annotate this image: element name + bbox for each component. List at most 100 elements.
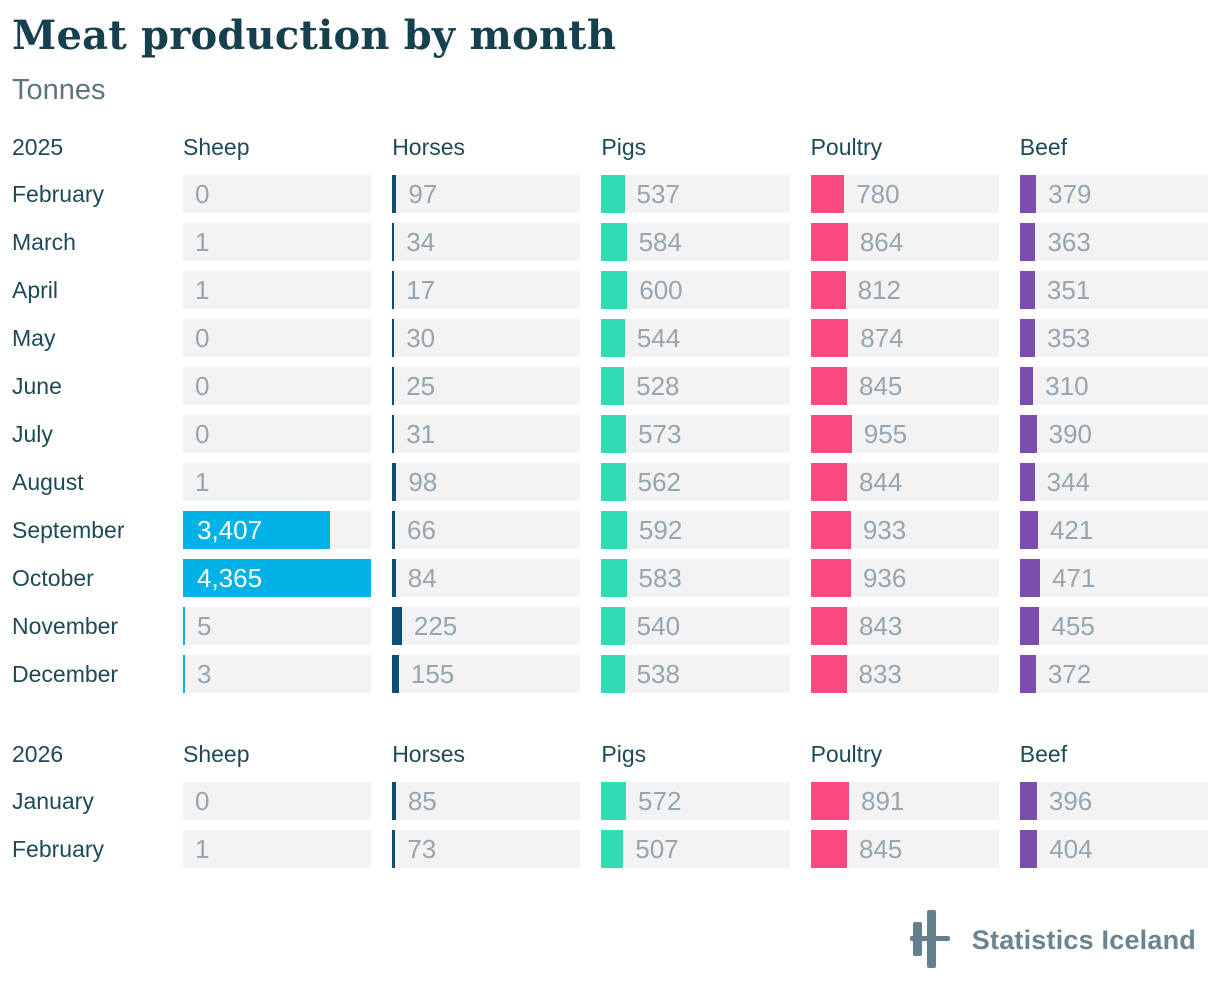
bar-value: 562 bbox=[637, 467, 681, 497]
bar-horses bbox=[392, 319, 395, 357]
bar-value: 84 bbox=[407, 563, 437, 593]
bar-track-beef: 404 bbox=[1019, 830, 1208, 868]
bar-value: 98 bbox=[408, 467, 438, 497]
bar-track-poultry: 891 bbox=[810, 782, 999, 820]
bar-value: 66 bbox=[407, 515, 436, 545]
bar-track-pigs: 562 bbox=[601, 463, 790, 501]
month-label: July bbox=[12, 420, 53, 447]
bar-track-poultry: 845 bbox=[810, 367, 999, 405]
bar-track-sheep: 3 bbox=[183, 655, 372, 693]
bar-value: 891 bbox=[861, 786, 905, 816]
bar-track-beef: 390 bbox=[1019, 415, 1208, 453]
bar-horses bbox=[392, 223, 395, 261]
bar-value: 34 bbox=[406, 227, 436, 257]
bar-value: 25 bbox=[406, 371, 436, 401]
bar-value: 844 bbox=[858, 467, 903, 497]
month-label: November bbox=[12, 612, 119, 639]
chart-section-2026: 2026 Sheep Horses Pigs Poultry Beef January 0 85… bbox=[12, 739, 1208, 868]
bar-track-sheep: 1 bbox=[183, 223, 372, 261]
bar-poultry bbox=[810, 271, 846, 309]
bar-poultry bbox=[810, 319, 849, 357]
bar-horses bbox=[392, 463, 397, 501]
bar-track-beef: 471 bbox=[1019, 559, 1208, 597]
bar-track-pigs: 573 bbox=[601, 415, 790, 453]
bar-value: 390 bbox=[1048, 419, 1092, 449]
bar-value: 1 bbox=[195, 834, 210, 864]
column-header-pigs: Pigs bbox=[601, 741, 647, 767]
bar-track-pigs: 538 bbox=[601, 655, 790, 693]
bar-value: 225 bbox=[413, 611, 458, 641]
bar-pigs bbox=[601, 607, 625, 645]
bar-value: 584 bbox=[638, 227, 682, 257]
bar-horses bbox=[392, 271, 395, 309]
month-label: August bbox=[12, 468, 84, 495]
bar-beef bbox=[1019, 511, 1038, 549]
bar-pigs bbox=[601, 319, 625, 357]
bar-horses bbox=[392, 415, 395, 453]
bar-value: 573 bbox=[638, 419, 682, 449]
bar-horses bbox=[392, 655, 399, 693]
bar-track-horses: 85 bbox=[392, 782, 581, 820]
bar-track-beef: 353 bbox=[1019, 319, 1208, 357]
bar-track-sheep: 1 bbox=[183, 271, 372, 309]
bar-pigs bbox=[601, 175, 625, 213]
bar-track-pigs: 540 bbox=[601, 607, 790, 645]
bar-value: 845 bbox=[859, 371, 903, 401]
bar-track-poultry: 780 bbox=[810, 175, 999, 213]
month-label: March bbox=[12, 228, 76, 255]
bar-poultry bbox=[810, 559, 851, 597]
bar-poultry bbox=[810, 511, 851, 549]
bar-track-horses: 155 bbox=[392, 655, 581, 693]
column-header-sheep: Sheep bbox=[183, 741, 250, 767]
month-label: January bbox=[12, 787, 94, 814]
bar-value: 1 bbox=[195, 467, 210, 497]
bar-track-poultry: 812 bbox=[810, 271, 999, 309]
bar-value: 845 bbox=[859, 834, 903, 864]
bar-value: 30 bbox=[406, 323, 436, 353]
column-header-sheep: Sheep bbox=[183, 134, 250, 160]
bar-sheep bbox=[183, 607, 185, 645]
bar-horses bbox=[392, 175, 397, 213]
bar-beef bbox=[1019, 223, 1036, 261]
bar-track-horses: 73 bbox=[392, 830, 581, 868]
bar-horses bbox=[392, 830, 396, 868]
bar-value: 353 bbox=[1047, 323, 1091, 353]
bar-poultry bbox=[810, 782, 849, 820]
bar-value: 85 bbox=[407, 786, 437, 816]
bar-sheep bbox=[183, 559, 372, 597]
bar-value: 3 bbox=[197, 659, 212, 689]
bar-track-sheep: 1 bbox=[183, 463, 372, 501]
year-label: 2026 bbox=[12, 741, 64, 767]
bar-track-poultry: 955 bbox=[810, 415, 999, 453]
bar-beef bbox=[1019, 319, 1036, 357]
bar-beef bbox=[1019, 415, 1037, 453]
bar-poultry bbox=[810, 415, 852, 453]
bar-track-poultry: 843 bbox=[810, 607, 999, 645]
bar-pigs bbox=[601, 223, 627, 261]
bar-value: 955 bbox=[863, 419, 908, 449]
bar-track-pigs: 528 bbox=[601, 367, 790, 405]
bar-poultry bbox=[810, 655, 847, 693]
bar-track-sheep: 5 bbox=[183, 607, 372, 645]
month-label: October bbox=[12, 564, 94, 591]
bar-track-pigs: 600 bbox=[601, 271, 790, 309]
bar-value: 528 bbox=[636, 371, 680, 401]
bar-track-pigs: 572 bbox=[601, 782, 790, 820]
bar-beef bbox=[1019, 830, 1038, 868]
bar-value: 0 bbox=[195, 419, 210, 449]
bar-beef bbox=[1019, 463, 1035, 501]
bar-value: 572 bbox=[638, 786, 682, 816]
bar-beef bbox=[1019, 782, 1037, 820]
bar-track-horses: 84 bbox=[392, 559, 581, 597]
column-header-pigs: Pigs bbox=[601, 134, 647, 160]
bar-track-pigs: 544 bbox=[601, 319, 790, 357]
bar-value: 372 bbox=[1047, 659, 1092, 689]
bar-pigs bbox=[601, 782, 627, 820]
bar-value: 310 bbox=[1045, 371, 1089, 401]
bar-value: 3,407 bbox=[197, 515, 263, 545]
bar-value: 936 bbox=[862, 563, 907, 593]
bar-track-beef: 351 bbox=[1019, 271, 1208, 309]
bar-track-beef: 379 bbox=[1019, 175, 1208, 213]
bar-poultry bbox=[810, 830, 848, 868]
bar-track-beef: 372 bbox=[1019, 655, 1208, 693]
